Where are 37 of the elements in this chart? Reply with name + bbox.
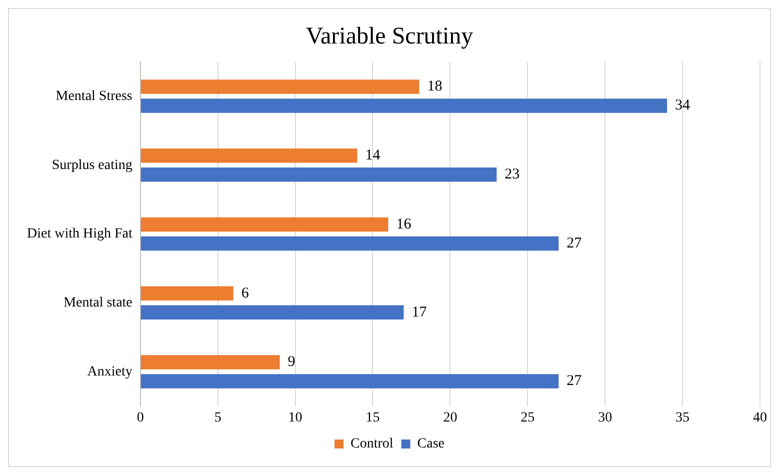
y-tick-label: Mental Stress [56,88,132,104]
x-tick-label: 35 [676,410,690,426]
data-label: 14 [365,148,381,164]
bar [140,167,497,182]
data-label: 9 [288,354,296,370]
data-label: 27 [566,235,582,252]
data-label: 6 [241,285,250,302]
x-tick-label: 30 [598,410,612,426]
chart-title: Variable Scrutiny [306,24,474,50]
y-tick-label: Diet with High Fat [26,226,132,242]
data-label: 27 [566,373,582,390]
data-label: 17 [412,304,428,320]
x-tick-label: 25 [520,410,535,426]
data-label: 34 [675,98,691,114]
data-label: 23 [504,166,520,183]
y-tick-label: Mental state [64,296,132,311]
bar [140,374,559,388]
x-tick-label: 20 [443,410,458,426]
x-tick-label: 10 [288,410,302,426]
y-tick-label: Anxiety [87,364,132,380]
bar [140,286,234,301]
bar [140,217,388,232]
bar [140,355,280,370]
x-tick-label: 40 [753,410,767,426]
data-label: 18 [427,78,442,95]
data-label: 16 [396,216,412,232]
x-tick-label: 5 [214,410,222,426]
legend-label: Case [417,436,444,452]
bar [140,98,668,113]
y-tick-label: Surplus eating [52,158,132,173]
legend-label: Control [350,436,394,452]
x-tick-label: 15 [366,410,380,426]
bar [140,305,404,320]
bar [140,148,358,163]
bar [140,236,559,251]
bar [140,80,420,94]
x-tick-label: 0 [136,410,144,426]
